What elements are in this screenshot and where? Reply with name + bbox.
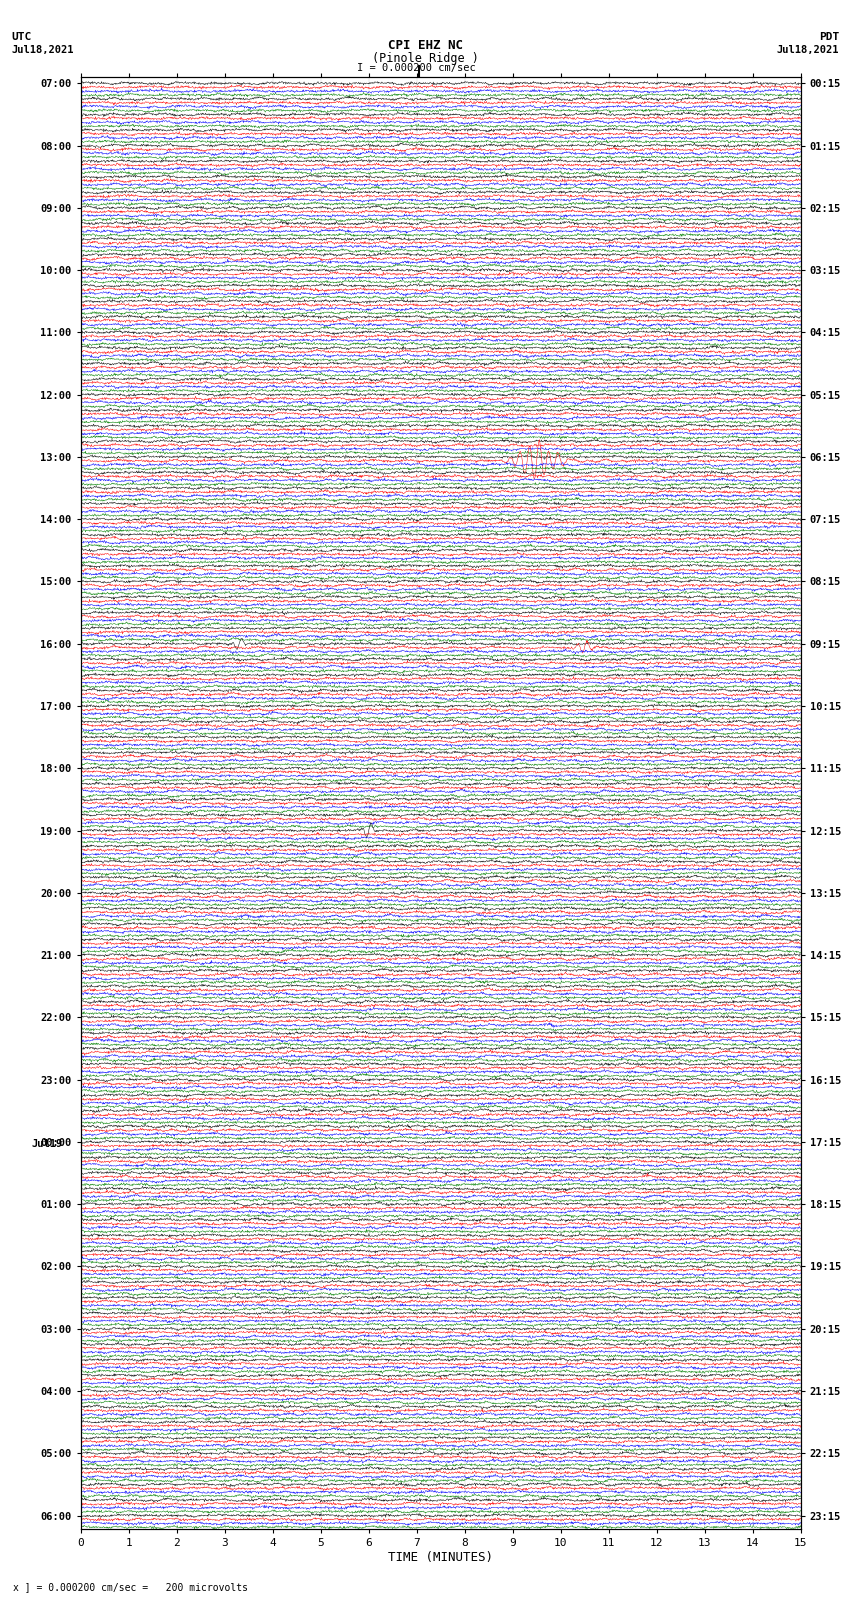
Text: UTC: UTC [11,32,31,42]
Text: Jul19: Jul19 [31,1139,63,1148]
Text: I = 0.000200 cm/sec: I = 0.000200 cm/sec [357,63,476,73]
Text: Jul18,2021: Jul18,2021 [11,45,74,55]
Text: (Pinole Ridge ): (Pinole Ridge ) [371,52,479,65]
Text: x ] = 0.000200 cm/sec =   200 microvolts: x ] = 0.000200 cm/sec = 200 microvolts [13,1582,247,1592]
Text: CPI EHZ NC: CPI EHZ NC [388,39,462,52]
Text: PDT: PDT [819,32,839,42]
X-axis label: TIME (MINUTES): TIME (MINUTES) [388,1552,493,1565]
Text: Jul18,2021: Jul18,2021 [776,45,839,55]
